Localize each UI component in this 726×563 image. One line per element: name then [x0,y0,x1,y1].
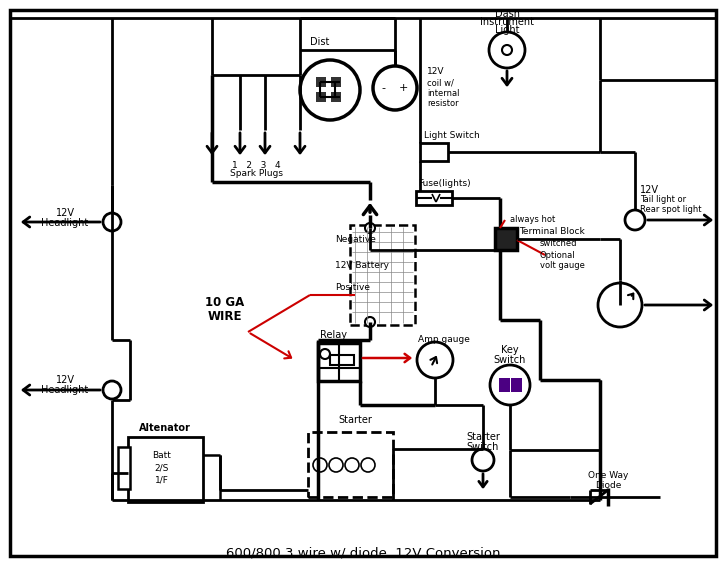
Bar [308,432,393,497]
Text: internal: internal [427,88,460,97]
Circle shape [625,210,645,230]
Circle shape [502,45,512,55]
Text: Rear spot light: Rear spot light [640,205,701,215]
Circle shape [320,349,330,359]
Text: Instrument: Instrument [480,17,534,27]
Circle shape [329,458,343,472]
Circle shape [489,32,525,68]
Text: Dash: Dash [494,9,520,19]
Text: One Way: One Way [588,471,628,480]
Text: Tail light or: Tail light or [640,195,686,204]
Circle shape [300,60,360,120]
Text: Altenator: Altenator [139,423,191,433]
Text: Terminal Block: Terminal Block [519,227,584,236]
Text: Spark Plugs: Spark Plugs [229,169,282,178]
Text: Positive: Positive [335,284,370,293]
Text: Light Switch: Light Switch [424,131,480,140]
Text: 12V Battery: 12V Battery [335,261,389,270]
Circle shape [365,223,375,233]
Text: Negative: Negative [335,235,376,244]
Text: Switch: Switch [467,442,499,452]
Bar [350,225,415,325]
Bar [316,92,326,102]
Text: Headlight: Headlight [41,218,89,228]
Text: Batt: Batt [152,450,171,459]
Text: 2/S: 2/S [155,463,169,472]
Text: 10 GA: 10 GA [205,297,245,310]
Circle shape [490,365,530,405]
Circle shape [361,458,375,472]
Bar [331,92,341,102]
Bar [499,378,510,392]
Text: +: + [399,83,408,93]
Text: Dist: Dist [310,37,330,47]
Bar [416,191,452,205]
Bar [495,228,517,250]
Text: switched: switched [540,239,577,248]
Bar [316,77,326,87]
Text: coil w/: coil w/ [427,78,454,87]
Text: WIRE: WIRE [208,310,242,323]
Circle shape [373,66,417,110]
Text: 600/800 3 wire w/ diode  12V Conversion: 600/800 3 wire w/ diode 12V Conversion [226,547,500,560]
Text: Relay: Relay [320,330,347,340]
Text: resistor: resistor [427,99,459,108]
Text: 12V: 12V [55,208,75,218]
Bar [330,355,354,365]
Circle shape [417,342,453,378]
Circle shape [345,458,359,472]
Circle shape [313,458,327,472]
Text: 12V: 12V [640,185,659,195]
Text: Fuse(lights): Fuse(lights) [418,178,470,187]
Text: Light: Light [494,25,519,35]
Bar [511,378,522,392]
Text: 1   2   3   4: 1 2 3 4 [232,160,280,169]
Text: Starter: Starter [338,415,372,425]
Text: Diode: Diode [595,481,621,490]
Text: -: - [381,83,385,93]
Text: Headlight: Headlight [41,385,89,395]
Text: Optional: Optional [540,252,576,261]
Circle shape [365,317,375,327]
Text: always hot: always hot [510,216,555,225]
Bar [318,343,360,381]
Text: 1/F: 1/F [155,476,169,485]
Circle shape [472,449,494,471]
Circle shape [598,283,642,327]
Text: Amp gauge: Amp gauge [418,336,470,345]
Text: Starter: Starter [466,432,500,442]
Bar [118,447,130,489]
Circle shape [103,381,121,399]
Text: 12V: 12V [55,375,75,385]
Bar [420,143,448,161]
Circle shape [103,213,121,231]
Text: volt gauge: volt gauge [540,261,585,270]
Text: Key: Key [501,345,519,355]
Bar [128,437,203,502]
Text: 12V: 12V [427,68,444,77]
Text: Switch: Switch [494,355,526,365]
Bar [331,77,341,87]
